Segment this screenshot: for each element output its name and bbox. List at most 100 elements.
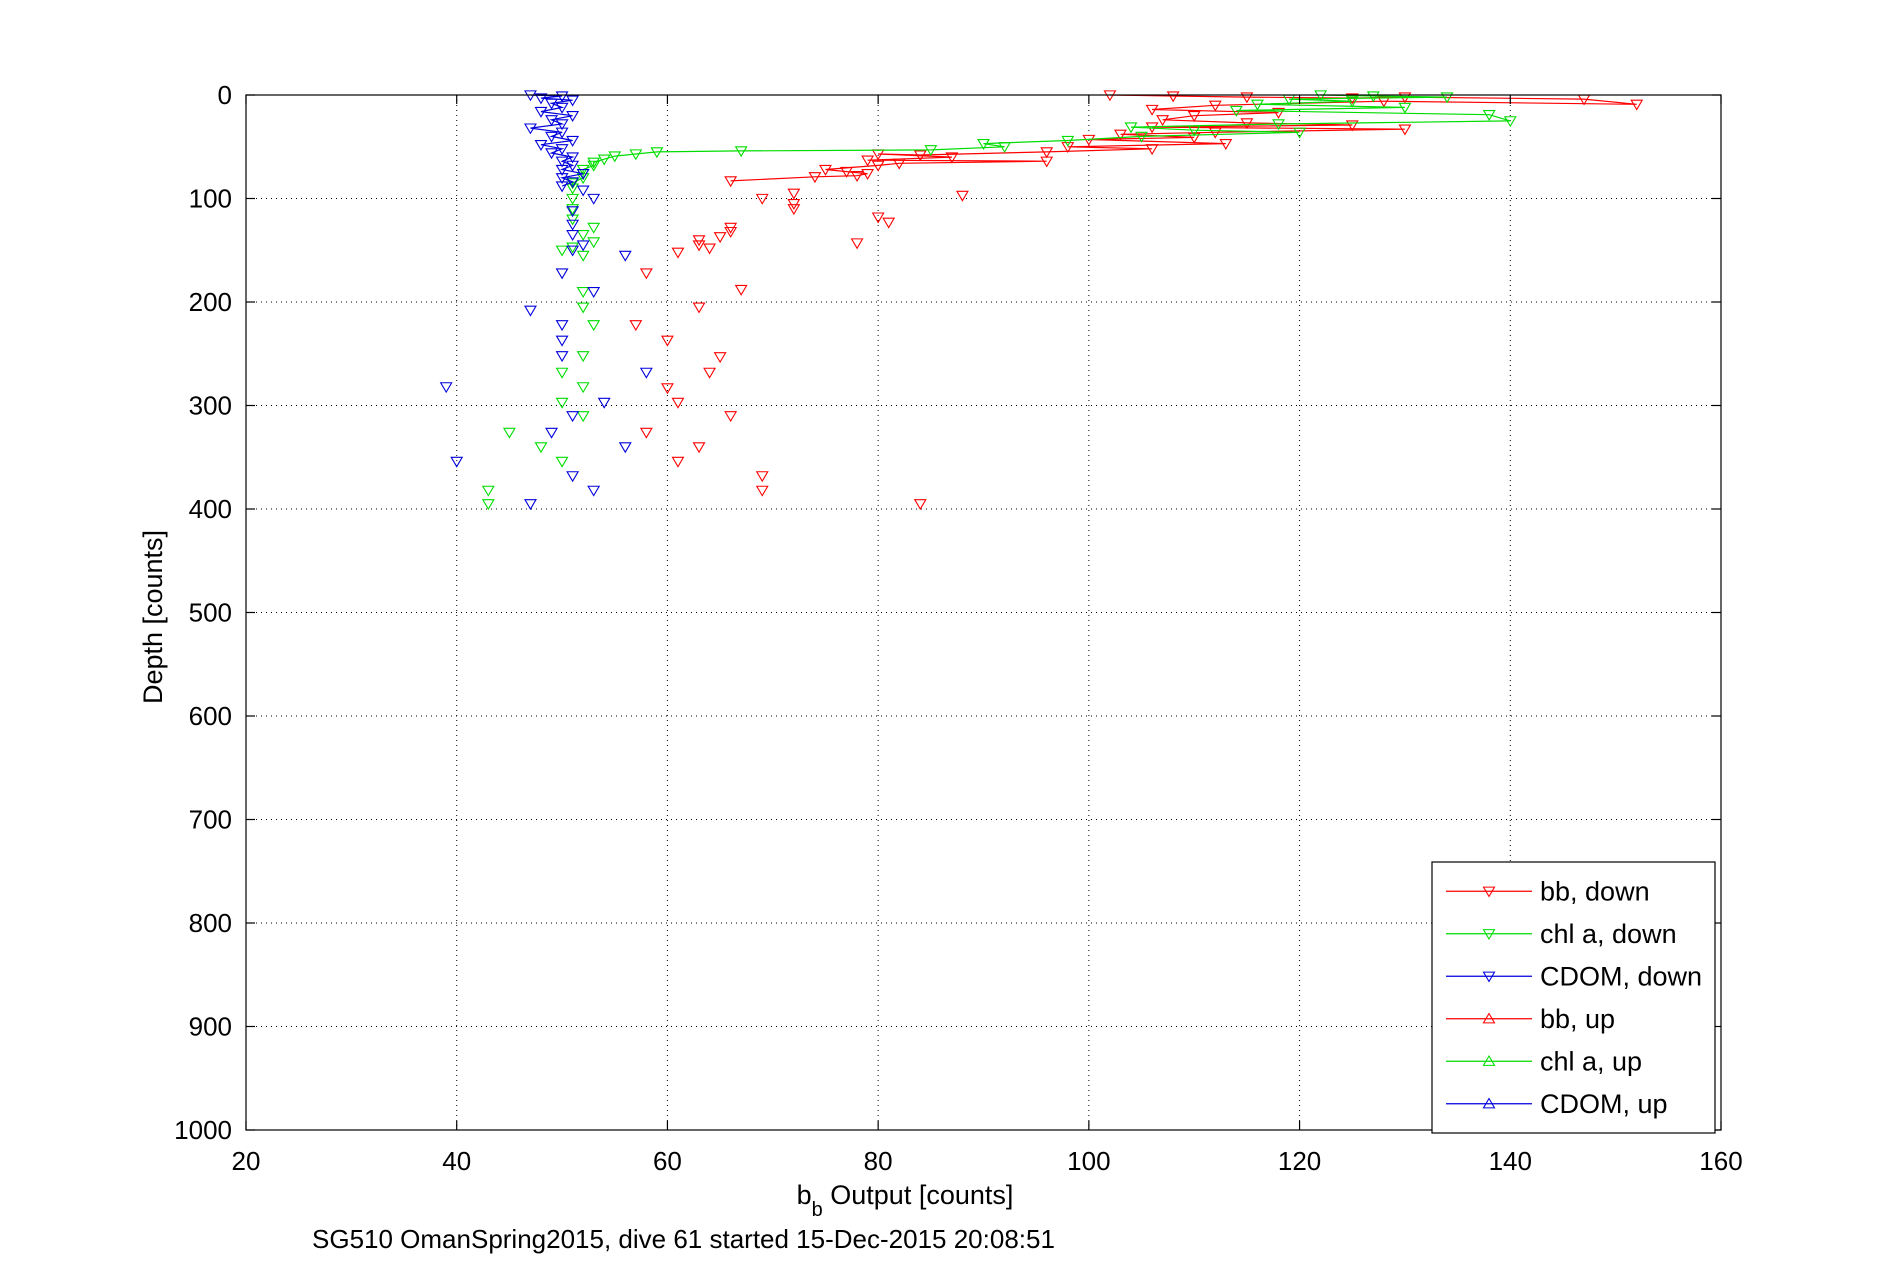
data-point: [555, 144, 569, 156]
data-point: [808, 172, 822, 184]
data-point: [1240, 118, 1254, 130]
y-tick-label: 600: [189, 701, 232, 731]
data-point: [1440, 92, 1454, 104]
data-point: [840, 166, 853, 178]
data-point: [861, 155, 875, 167]
data-point: [545, 148, 558, 160]
data-point: [629, 149, 643, 161]
legend-label: bb, down: [1540, 876, 1650, 906]
data-point: [882, 217, 896, 229]
data-point: [639, 427, 653, 439]
data-point: [850, 238, 864, 250]
data-point: [1272, 119, 1285, 131]
data-point: [524, 305, 537, 317]
data-point: [1293, 127, 1307, 139]
series-layer: [439, 90, 1644, 511]
data-point: [555, 156, 569, 168]
legend-swatch-marker: [1482, 886, 1496, 898]
y-tick-label: 900: [189, 1012, 232, 1042]
data-point: [566, 111, 580, 123]
data-point: [555, 456, 569, 468]
data-point: [566, 471, 580, 483]
legend-label: CDOM, down: [1540, 961, 1702, 991]
data-point: [545, 98, 558, 110]
ticks: 20 40 60 80 100 120 140 160 0 100 200 300 400 500 600 7…: [174, 80, 1743, 1176]
data-point: [1208, 100, 1222, 112]
data-point: [1482, 109, 1496, 121]
y-tick-label: 500: [189, 598, 232, 628]
x-tick-label: 140: [1489, 1146, 1532, 1176]
data-point: [1187, 125, 1201, 137]
data-point: [555, 397, 569, 409]
data-point: [1113, 129, 1127, 141]
data-point: [566, 135, 580, 147]
data-point: [576, 351, 590, 363]
legend-item: chl a, down: [1446, 919, 1677, 949]
legend-item: chl a, up: [1446, 1046, 1642, 1076]
data-point: [1240, 92, 1254, 104]
data-point: [608, 151, 622, 163]
x-tick-label: 40: [442, 1146, 471, 1176]
data-point: [977, 138, 990, 150]
data-point: [1166, 91, 1180, 103]
data-point: [534, 106, 548, 118]
data-point: [1156, 115, 1170, 127]
data-point: [566, 245, 580, 257]
data-point: [576, 411, 590, 423]
data-point: [787, 188, 801, 200]
legend-swatch-marker: [1482, 1012, 1496, 1024]
data-point: [1040, 156, 1054, 168]
data-point: [450, 456, 464, 468]
series-extra-points-7: [481, 193, 601, 511]
data-point: [439, 382, 453, 394]
x-tick-label: 80: [864, 1146, 893, 1176]
data-point: [566, 206, 580, 218]
data-point: [660, 335, 674, 347]
y-tick-label: 300: [189, 391, 232, 421]
data-point: [576, 382, 590, 394]
data-point: [639, 268, 653, 280]
data-point: [576, 230, 590, 242]
data-point: [597, 154, 611, 166]
data-point: [913, 499, 927, 511]
data-point: [1124, 122, 1138, 134]
data-point: [555, 119, 569, 131]
data-point: [618, 442, 632, 454]
legend-label: bb, up: [1540, 1004, 1615, 1034]
data-point: [692, 240, 706, 252]
data-point: [555, 351, 569, 363]
data-point: [734, 284, 748, 296]
data-point: [502, 427, 516, 439]
y-tick-label: 1000: [174, 1115, 232, 1145]
data-point: [566, 204, 580, 216]
x-tick-label: 160: [1699, 1146, 1742, 1176]
data-point: [481, 499, 495, 511]
data-point: [1250, 99, 1264, 111]
data-point: [703, 243, 717, 255]
data-point: [1145, 104, 1159, 116]
data-point: [555, 367, 569, 379]
data-point: [850, 171, 864, 183]
data-point: [566, 242, 580, 254]
data-point: [555, 173, 569, 185]
data-point: [566, 219, 580, 231]
data-point: [587, 222, 601, 234]
data-point: [555, 102, 569, 114]
series-extra-points-6: [629, 188, 969, 511]
data-point: [945, 152, 959, 164]
series-cdom-down: [524, 90, 590, 193]
data-point: [913, 150, 927, 162]
data-point: [671, 456, 685, 468]
data-point: [755, 193, 769, 205]
x-axis-label-rest: Output [counts]: [823, 1180, 1014, 1210]
data-point: [545, 115, 558, 127]
data-point: [555, 91, 569, 103]
data-point: [1187, 111, 1201, 123]
data-point: [481, 485, 495, 497]
data-point: [692, 442, 706, 454]
y-tick-label: 100: [189, 184, 232, 214]
x-tick-label: 120: [1278, 1146, 1321, 1176]
data-point: [1398, 102, 1412, 114]
legend-item: bb, down: [1446, 876, 1650, 906]
